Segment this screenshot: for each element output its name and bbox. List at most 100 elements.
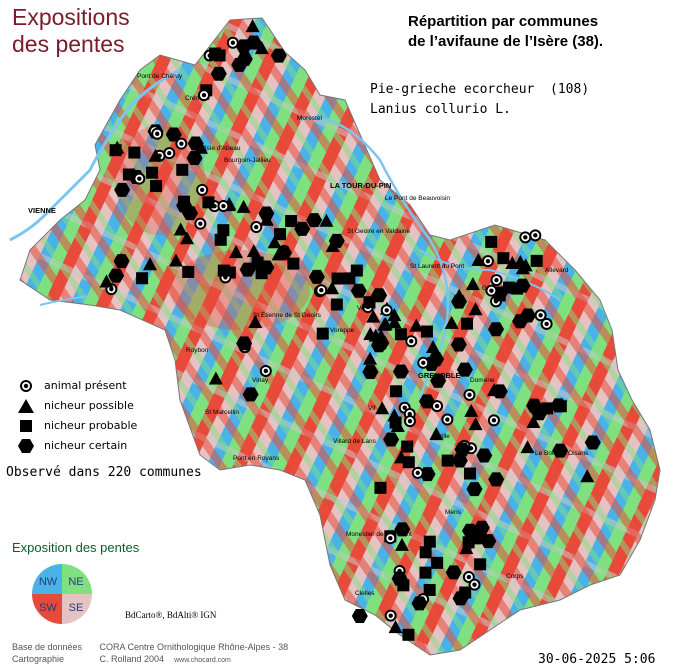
nicheur-possible-marker: [168, 253, 183, 267]
place-label: Pont en Royans: [233, 455, 280, 462]
website-link[interactable]: www.chocard.com: [174, 657, 231, 664]
nicheur-certain-marker: [186, 150, 203, 165]
map-title: Expositions des pentes: [12, 4, 130, 58]
nicheur-certain-marker: [308, 269, 325, 284]
nicheur-probable-marker: [530, 254, 543, 267]
nicheur-probable-marker: [485, 235, 498, 248]
exposition-compass: NW NE SW SE: [32, 564, 92, 624]
place-label: St Laurent du Pont: [410, 263, 464, 270]
nicheur-possible-marker: [366, 309, 381, 323]
nicheur-possible-marker: [143, 257, 158, 271]
nicheur-certain-marker: [454, 442, 471, 457]
nicheur-possible-marker: [468, 302, 483, 316]
place-label: VIENNE: [28, 206, 56, 215]
nicheur-possible-marker: [486, 383, 501, 397]
nicheur-certain-marker: [270, 48, 287, 63]
nicheur-certain-marker: [373, 335, 390, 350]
place-label: St Geoire en Valdaine: [347, 228, 410, 235]
nicheur-probable-marker: [390, 385, 403, 398]
nicheur-certain-marker: [526, 398, 543, 413]
nicheur-certain-marker: [176, 198, 193, 213]
nicheur-possible-marker: [245, 19, 260, 33]
base-value: CORA Centre Ornithologique Rhône-Alpes -…: [99, 642, 289, 652]
nicheur-certain-marker: [450, 337, 467, 352]
nicheur-probable-marker: [255, 267, 268, 280]
nicheur-certain-marker: [445, 565, 462, 580]
nicheur-possible-marker: [459, 541, 474, 555]
animal-present-marker: [540, 317, 553, 330]
legend-label: nicheur certain: [44, 439, 128, 452]
nicheur-certain-marker: [351, 608, 368, 623]
nicheur-possible-marker: [387, 315, 402, 329]
animal-present-marker: [380, 304, 393, 317]
nicheur-possible-marker: [387, 308, 402, 322]
nicheur-certain-marker: [371, 288, 388, 303]
place-label: L'Isle d'Abeau: [200, 145, 241, 152]
nicheur-possible-marker: [465, 277, 480, 291]
animal-present-marker: [490, 274, 503, 287]
nicheur-probable-marker: [330, 298, 343, 311]
animal-present-marker: [250, 221, 263, 234]
nicheur-probable-marker: [109, 144, 122, 157]
animal-present-marker: [217, 200, 230, 213]
nicheur-certain-marker: [411, 596, 428, 611]
nicheur-possible-marker: [375, 401, 390, 415]
nicheur-certain-marker: [350, 283, 367, 298]
nicheur-probable-marker: [287, 257, 300, 270]
animal-present-marker: [417, 356, 430, 369]
nicheur-possible-marker: [259, 212, 274, 226]
triangle-icon: [18, 399, 34, 413]
nicheur-certain-marker: [113, 254, 130, 269]
nicheur-possible-marker: [363, 351, 378, 365]
repartition-title: Répartition par communes de l’avifaune d…: [408, 12, 603, 52]
place-label: Vinay: [252, 377, 269, 384]
nicheur-certain-marker: [488, 472, 505, 487]
nicheur-possible-marker: [236, 199, 251, 213]
nicheur-possible-marker: [208, 371, 223, 385]
nicheur-possible-marker: [471, 253, 486, 267]
se-label: SE: [69, 602, 84, 614]
species-block: Pie-grieche ecorcheur (108) Lanius collu…: [370, 80, 589, 120]
animal-present-marker: [175, 137, 188, 150]
nicheur-probable-marker: [209, 47, 222, 60]
nicheur-possible-marker: [99, 274, 114, 288]
nicheur-probable-marker: [331, 272, 344, 285]
square-icon: [20, 420, 32, 432]
repartition-line1: Répartition par communes: [408, 13, 599, 30]
animal-present-icon: [20, 380, 32, 392]
observed-count: Observé dans 220 communes: [6, 465, 202, 480]
nicheur-certain-marker: [430, 373, 447, 388]
place-label: Villard de Lans: [333, 438, 377, 445]
place-label: Voreppe: [330, 327, 355, 334]
nicheur-possible-marker: [388, 620, 403, 634]
credits-values: CORA Centre Ornithologique Rhône-Alpes -…: [100, 641, 289, 667]
nicheur-probable-marker: [217, 224, 230, 237]
place-label: Crémieu: [185, 95, 210, 102]
ne-quadrant: [62, 564, 92, 594]
animal-present-marker: [259, 364, 272, 377]
nicheur-certain-marker: [362, 364, 379, 379]
place-label: Morestel: [297, 115, 322, 122]
nicheur-probable-marker: [419, 566, 432, 579]
species-count: (108): [550, 82, 590, 97]
animal-present-marker: [441, 413, 454, 426]
nicheur-possible-marker: [464, 403, 479, 417]
nicheur-certain-marker: [584, 435, 601, 450]
animal-present-marker: [487, 414, 500, 427]
animal-present-marker: [163, 147, 176, 160]
nicheur-probable-marker: [441, 454, 454, 467]
place-label: Domène: [470, 377, 495, 384]
animal-present-marker: [133, 172, 146, 185]
legend-label: nicheur probable: [44, 419, 138, 432]
nicheur-certain-marker: [451, 453, 468, 468]
nicheur-probable-marker: [122, 168, 135, 181]
nicheur-probable-marker: [136, 272, 149, 285]
nicheur-probable-marker: [397, 579, 410, 592]
nicheur-certain-marker: [476, 448, 493, 463]
nicheur-possible-marker: [246, 244, 261, 258]
carto-name: C. Rolland 2004: [99, 654, 165, 664]
animal-present-marker: [384, 609, 397, 622]
place-label: Vif: [368, 405, 376, 412]
animal-present-marker: [384, 532, 397, 545]
